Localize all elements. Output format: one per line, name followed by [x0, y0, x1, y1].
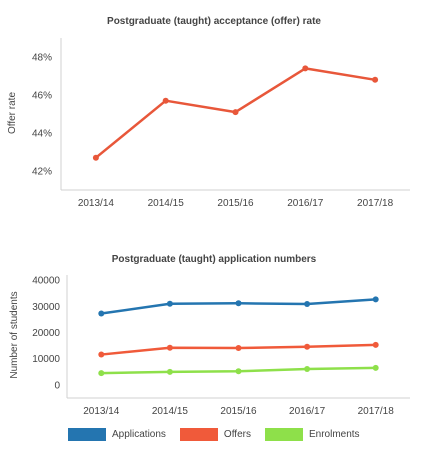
chart-2-data-point[interactable] — [235, 368, 242, 375]
chart-1-data-point[interactable] — [92, 154, 99, 161]
chart-1-y-axis-label: Offer rate — [7, 92, 18, 134]
legend-label-enrolments: Enrolments — [308, 429, 360, 440]
chart-1-y-tick-label: 46% — [32, 91, 52, 102]
legend-swatch-applications — [68, 428, 106, 441]
chart-2-data-point[interactable] — [235, 345, 242, 352]
chart-2-data-point[interactable] — [304, 343, 311, 350]
chart-1-x-tick-label: 2015/16 — [217, 198, 254, 209]
chart-2-data-point[interactable] — [166, 368, 173, 375]
chart-1-y-tick-label: 48% — [32, 53, 52, 64]
legend-swatch-offers — [179, 428, 218, 441]
chart-2-data-point[interactable] — [98, 310, 105, 317]
chart-1-data-point[interactable] — [372, 76, 379, 83]
chart-2-y-tick-label: 30000 — [32, 302, 60, 313]
chart-1-title: Postgraduate (taught) acceptance (offer)… — [107, 16, 321, 27]
chart-2-data-point[interactable] — [372, 341, 379, 348]
chart-2-x-tick-label: 2017/18 — [358, 406, 395, 417]
chart-2-data-point[interactable] — [235, 300, 242, 307]
chart-1-y-tick-label: 44% — [32, 129, 52, 140]
legend-item-applications[interactable]: Applications — [68, 428, 166, 441]
chart-1-data-point[interactable] — [232, 109, 239, 116]
chart-2-y-tick-label: 10000 — [32, 354, 60, 365]
chart-2-x-tick-label: 2014/15 — [152, 406, 189, 417]
chart-2-data-point[interactable] — [372, 364, 379, 371]
chart-2-x-tick-label: 2016/17 — [289, 406, 326, 417]
chart-1-x-tick-label: 2014/15 — [148, 198, 185, 209]
legend-item-enrolments[interactable]: Enrolments — [264, 428, 360, 441]
legend-swatch-enrolments — [264, 428, 303, 441]
chart-2-x-tick-label: 2013/14 — [83, 406, 120, 417]
chart-2-data-point[interactable] — [304, 301, 311, 308]
chart-1-data-point[interactable] — [302, 65, 309, 72]
chart-1-x-tick-label: 2017/18 — [357, 198, 394, 209]
chart-2-y-tick-label: 20000 — [32, 328, 60, 339]
chart-2-data-point[interactable] — [166, 344, 173, 351]
chart-2-data-point[interactable] — [98, 370, 105, 377]
legend-label-offers: Offers — [223, 429, 251, 440]
chart-2-data-point[interactable] — [166, 300, 173, 307]
chart-2-title: Postgraduate (taught) application number… — [112, 254, 317, 265]
chart-2: Postgraduate (taught) application number… — [9, 254, 410, 417]
chart-2-data-point[interactable] — [98, 351, 105, 358]
chart-2-y-tick-label: 40000 — [32, 276, 60, 287]
chart-2-y-axis-label: Number of students — [9, 291, 20, 378]
legend-item-offers[interactable]: Offers — [179, 428, 251, 441]
chart-2-y-tick-label: 0 — [54, 380, 60, 391]
chart-1-data-point[interactable] — [162, 97, 169, 104]
chart-2-legend: Applications Offers Enrolments — [68, 428, 360, 441]
chart-1-x-tick-label: 2013/14 — [78, 198, 115, 209]
chart-2-data-point[interactable] — [372, 296, 379, 303]
chart-1-x-tick-label: 2016/17 — [287, 198, 324, 209]
legend-label-applications: Applications — [112, 429, 166, 440]
chart-1-y-tick-label: 42% — [32, 167, 52, 178]
chart-2-data-point[interactable] — [304, 365, 311, 372]
chart-2-x-tick-label: 2015/16 — [220, 406, 257, 417]
chart-1: Postgraduate (taught) acceptance (offer)… — [7, 16, 410, 209]
